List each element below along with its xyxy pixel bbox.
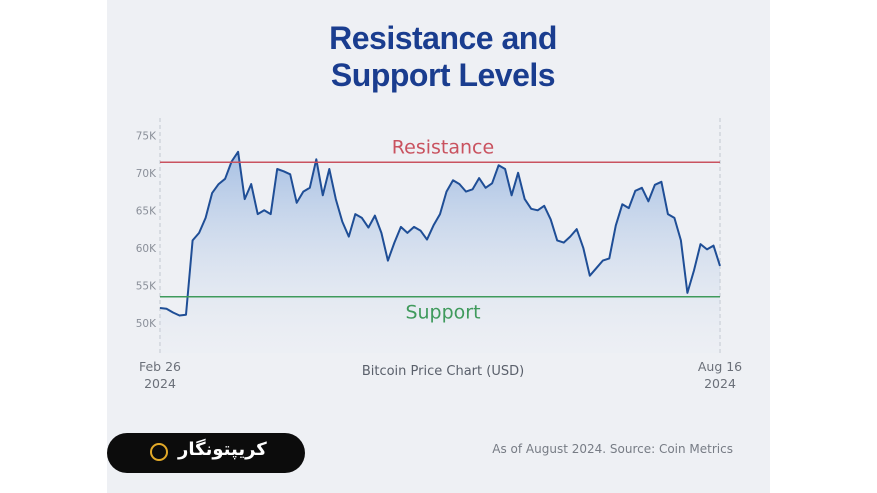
brand-badge [107, 433, 305, 473]
area [160, 151, 720, 353]
y-tick-label: 65K [136, 205, 157, 217]
y-tick-label: 70K [136, 168, 157, 180]
x-tick-label: Aug 16 [698, 359, 742, 374]
y-tick-label: 60K [136, 243, 157, 255]
price-line [159, 150, 721, 317]
source-note: As of August 2024. Source: Coin Metrics [492, 442, 733, 456]
x-axis-label: Bitcoin Price Chart (USD) [362, 364, 524, 379]
y-tick-label: 50K [136, 318, 157, 330]
x-tick-label: Feb 26 [139, 359, 181, 374]
level-label: Resistance [392, 136, 494, 158]
x-tick-label: 2024 [144, 376, 176, 391]
y-tick-label: 75K [136, 130, 157, 142]
brand-name: کریپتونگار [178, 439, 267, 460]
brand-icon [150, 443, 168, 461]
level-label: Support [405, 302, 480, 324]
x-tick-label: 2024 [704, 376, 736, 391]
y-tick-label: 55K [136, 280, 157, 292]
chart-title: Resistance and Support Levels [329, 20, 557, 93]
